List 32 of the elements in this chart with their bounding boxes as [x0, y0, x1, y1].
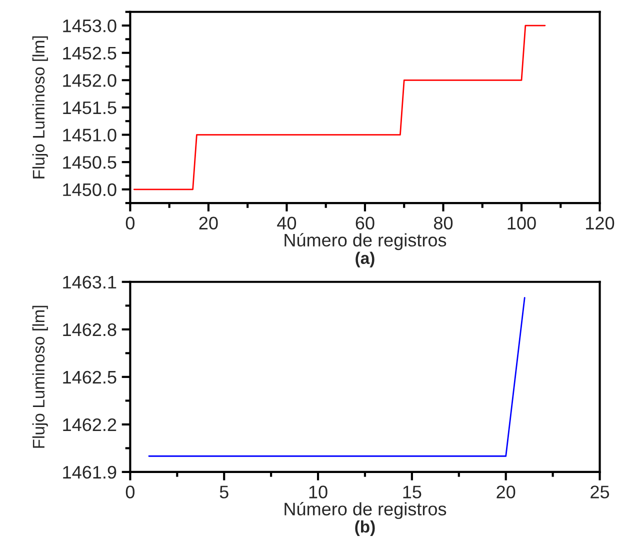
y-tick-label: 1462.2 [63, 418, 116, 432]
x-tick-label: 80 [434, 216, 453, 230]
x-tick-label: 5 [220, 486, 228, 498]
x-tick-label: 120 [586, 216, 614, 230]
y-axis-title: Flujo Luminoso [lm] [32, 36, 48, 178]
x-tick-label: 20 [496, 486, 516, 498]
x-axis-title: Número de registros [284, 233, 446, 250]
text: (a) [356, 252, 374, 268]
x-axis-title: Número de registros [284, 502, 446, 520]
x-tick-label: 40 [277, 216, 296, 230]
x-tick-label: 15 [403, 486, 422, 498]
y-tick-label: 1462.8 [63, 323, 116, 336]
y-tick-label: 1463.1 [63, 276, 116, 289]
y-tick-label: 1451.0 [63, 128, 116, 142]
x-tick-label: 10 [309, 486, 328, 498]
line-series [133, 24, 546, 190]
y-tick-label: 1451.5 [63, 102, 116, 114]
y-tick-label: 1450.0 [63, 183, 116, 196]
x-tick-label: 20 [199, 216, 218, 230]
y-tick-label: 1453.0 [63, 19, 116, 32]
y-tick-label: 1462.5 [63, 370, 116, 384]
x-tick-label: 25 [590, 486, 610, 498]
y-tick-label: 1450.5 [63, 156, 116, 169]
y-tick-label: 1461.9 [63, 466, 116, 479]
x-tick-label: 0 [126, 216, 135, 230]
text: (b) [355, 520, 375, 536]
y-tick-label: 1452.5 [63, 46, 116, 60]
x-tick-label: 100 [508, 216, 536, 230]
x-tick-label: 60 [356, 216, 374, 230]
y-tick-label: 1452.0 [63, 74, 116, 87]
y-axis-title: Flujo Luminoso [lm] [32, 306, 48, 448]
x-tick-label: 0 [126, 486, 135, 498]
